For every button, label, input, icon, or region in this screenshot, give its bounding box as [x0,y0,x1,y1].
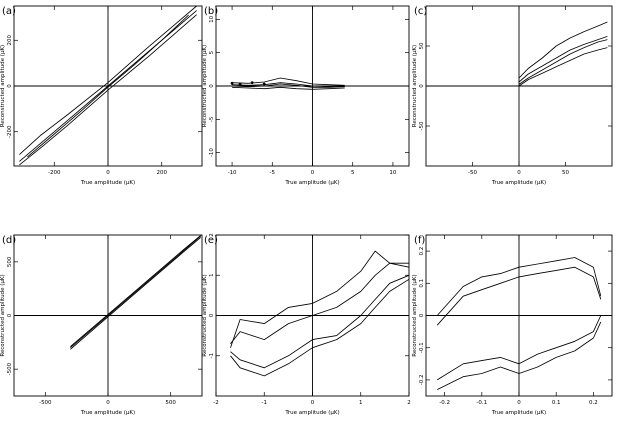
x-tick-label: 0 [517,400,521,406]
series-line-2 [19,14,197,166]
y-tick-label: 5 [209,50,215,54]
x-tick-label: -200 [48,170,61,176]
x-tick-label: -0.1 [476,400,487,406]
series-line-0 [230,250,409,348]
y-tick-label: -0.2 [419,375,425,386]
x-tick-label: 200 [156,170,167,176]
x-axis-label: True amplitude (μK) [491,410,546,416]
x-axis-label: True amplitude (μK) [80,410,135,416]
x-axis-label: True amplitude (μK) [491,180,546,186]
y-tick-label: -1 [209,353,215,358]
x-tick-label: 0 [311,170,315,176]
y-tick-label: 0 [209,313,215,317]
y-tick-label: 0 [7,313,13,317]
panel-label: (b) [204,6,218,17]
y-tick-label: 50 [419,42,425,49]
y-tick-label: 500 [7,256,13,267]
series-line-0 [436,257,602,316]
panel-3: -500 0 500 -500 0 500 True amplitude (μK) Recon… [0,234,203,416]
x-tick-label: 0 [106,400,110,406]
series-line-0 [70,235,201,349]
y-tick-label: 0 [209,84,215,88]
panel-0: -200 0 200 -200 0 200 True amplitude (μK) Recon… [0,5,203,186]
x-axis-label: True amplitude (μK) [80,180,135,186]
data-point [262,82,266,86]
panel-label: (a) [2,6,16,17]
y-axis-label: Reconstructed amplitude (μK) [412,274,418,356]
y-tick-label: 0.1 [419,279,425,288]
x-tick-label: 2 [407,400,411,406]
y-tick-label: 1 [209,274,215,278]
panel-2: -50 0 50 -50 0 50 True amplitude (μK) Reconstru… [412,5,613,186]
x-tick-label: 0 [311,400,315,406]
x-tick-label: 0 [106,170,110,176]
series-line-1 [19,5,197,155]
y-tick-label: 0.2 [419,247,425,256]
panel-label: (d) [2,235,16,246]
panel-label: (c) [414,6,427,17]
series-line-3 [437,321,602,390]
y-tick-label: -200 [7,125,13,138]
y-tick-label: -10 [209,148,215,157]
x-tick-label: 50 [562,170,569,176]
series-line-3 [518,39,608,85]
series-line-0 [518,21,608,79]
y-axis-label: Reconstructed amplitude (μK) [202,274,208,356]
x-tick-label: -1 [262,400,267,406]
y-axis-label: Reconstructed amplitude (μK) [202,45,208,127]
panel-label: (e) [204,235,218,246]
series-line-3 [230,274,410,369]
y-tick-label: 0 [419,84,425,88]
series-line-1 [232,82,345,88]
x-tick-label: 10 [389,170,396,176]
data-point [238,82,242,86]
panel-label: (f) [414,235,425,246]
y-axis-label: Reconstructed amplitude (μK) [412,45,418,127]
x-tick-label: 0.1 [552,400,561,406]
y-tick-label: 2 [209,233,215,237]
series-line-3 [27,14,189,158]
y-axis-label: Reconstructed amplitude (μK) [0,45,6,127]
series-line-2 [232,86,345,90]
y-tick-label: 200 [7,35,13,46]
x-tick-label: -5 [270,170,276,176]
x-tick-label: -0.2 [439,400,450,406]
y-tick-label: -0.1 [419,342,425,353]
x-tick-label: -50 [468,170,477,176]
x-tick-label: 0 [517,170,521,176]
x-tick-label: 5 [351,170,355,176]
x-axis-label: True amplitude (μK) [284,410,339,416]
data-point [230,81,234,85]
panel-1: -10 -5 0 5 10 -10 -5 0 5 10 True amplitude (μK) Rec… [202,5,410,186]
series-line-0 [19,10,197,162]
y-tick-label: -5 [209,116,215,122]
series-line-2 [518,47,608,87]
y-tick-label: 0 [419,313,425,317]
x-axis-label: True amplitude (μK) [284,180,339,186]
x-tick-label: -500 [39,400,52,406]
data-point [250,81,254,85]
series-line-1 [70,237,201,350]
series-line-1 [230,262,410,344]
series-line-2 [436,315,602,381]
series-line-2 [230,278,410,377]
x-tick-label: -2 [213,400,218,406]
y-tick-label: 0 [7,84,13,88]
x-tick-label: 1 [359,400,363,406]
y-axis-label: Reconstructed amplitude (μK) [0,274,6,356]
series-line-1 [436,266,602,326]
series-line-2 [70,235,201,347]
y-tick-label: -500 [7,362,13,375]
series-line-0 [232,77,345,86]
y-tick-label: -50 [419,121,425,130]
series-line-3 [232,83,345,88]
x-tick-label: 500 [165,400,176,406]
x-tick-label: -10 [228,170,237,176]
panel-4: -2 -1 0 1 2 -1 0 1 2 True amplitude (μK) Reconstru… [202,233,411,416]
x-tick-label: 0.2 [589,400,598,406]
panel-5: -0.2 -0.1 0 0.1 0.2 -0.2 -0.1 0 0.1 0.2 True ampli… [412,234,613,416]
series-line-1 [518,35,608,83]
y-tick-label: 10 [209,15,215,22]
